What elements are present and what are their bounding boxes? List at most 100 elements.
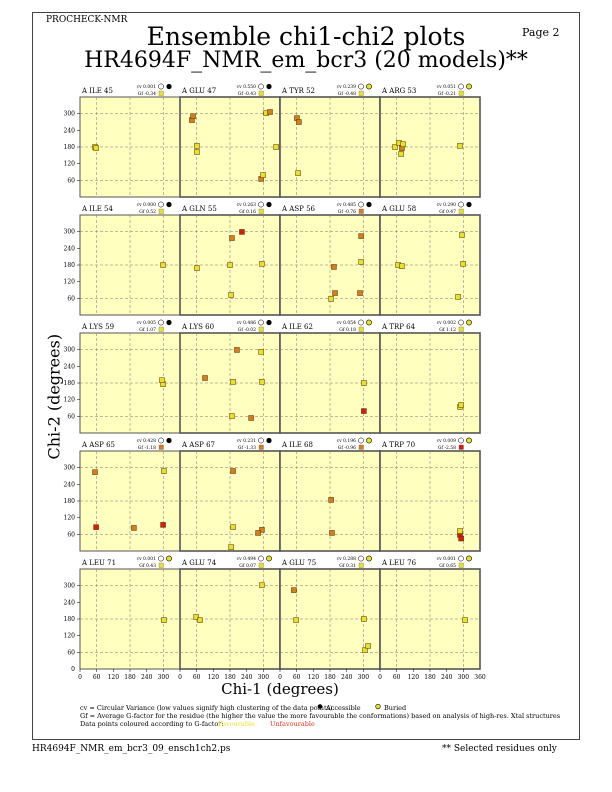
panel-a-ile-62 <box>279 332 381 434</box>
buried-legend-icon <box>375 703 381 710</box>
gf-color-square <box>158 326 164 332</box>
data-point <box>328 296 334 302</box>
gf-color-square <box>458 562 464 568</box>
data-point <box>332 290 338 296</box>
y-tick-label: 120 <box>64 161 76 168</box>
panel-label: A ILE 45 <box>81 87 113 95</box>
accessible-icon <box>266 201 272 208</box>
data-point <box>400 141 406 147</box>
y-tick-label: 300 <box>64 465 76 472</box>
gf-color-square <box>258 562 264 568</box>
data-point <box>234 347 240 353</box>
y-tick-label: 0 <box>71 666 75 673</box>
cv-value: cv 0.001 <box>137 84 157 90</box>
data-point <box>358 259 364 265</box>
x-tick-label: 180 <box>224 674 236 681</box>
x-tick-label: 60 <box>193 674 201 681</box>
panel-a-leu-76 <box>379 568 481 670</box>
y-tick-label: 180 <box>64 262 76 269</box>
y-tick-label: 300 <box>64 229 76 236</box>
buried-icon <box>466 555 472 562</box>
buried-icon <box>366 555 372 562</box>
panel-a-gln-55 <box>179 214 281 316</box>
buried-icon <box>466 437 472 444</box>
data-point <box>328 497 334 503</box>
circular-variance-icon <box>158 437 164 444</box>
gf-color-square <box>158 208 164 214</box>
x-tick-label: 240 <box>241 674 253 681</box>
data-point <box>239 229 245 235</box>
gf-color-square <box>258 326 264 332</box>
x-tick-label: 360 <box>474 674 486 681</box>
buried-icon <box>166 555 172 562</box>
data-point <box>248 415 254 421</box>
data-point <box>459 232 465 238</box>
data-point <box>194 149 200 155</box>
gf-value: Gf -0.76 <box>338 209 356 215</box>
x-tick-label: 300 <box>358 674 370 681</box>
x-tick-label: 120 <box>208 674 220 681</box>
program-name: PROCHECK-NMR <box>46 15 128 25</box>
y-tick-label: 180 <box>64 380 76 387</box>
cv-value: cv 0.001 <box>437 556 457 562</box>
panel-label: A GLU 58 <box>381 205 416 213</box>
x-tick-label: 120 <box>308 674 320 681</box>
panel-a-glu-58 <box>379 214 481 316</box>
x-axis-label: Chi-1 (degrees) <box>221 680 339 698</box>
panel-label: A TRP 64 <box>381 323 416 331</box>
data-point <box>259 527 265 533</box>
gf-value: Gf 0.07 <box>239 563 256 569</box>
gf-value: Gf 0.47 <box>439 209 456 215</box>
legend-favourable: Favourable <box>218 720 255 728</box>
data-point <box>398 151 404 157</box>
data-point <box>229 235 235 241</box>
legend-gf: Gf = Average G-factor for the residue (t… <box>80 712 561 720</box>
data-point <box>267 109 273 115</box>
panel-a-ile-68 <box>279 450 381 552</box>
data-point <box>392 144 398 150</box>
circular-variance-icon <box>458 201 464 208</box>
cv-value: cv 0.231 <box>237 438 257 444</box>
y-tick-label: 240 <box>64 599 76 606</box>
buried-icon <box>366 319 372 326</box>
panel-a-tyr-52 <box>279 96 381 198</box>
gf-color-square <box>458 326 464 332</box>
accessible-icon <box>266 319 272 326</box>
footer-note: ** Selected residues only <box>442 744 557 754</box>
circular-variance-icon <box>358 201 364 208</box>
x-tick-label: 0 <box>178 674 182 681</box>
gf-value: Gf -0.21 <box>438 91 456 97</box>
circular-variance-icon <box>158 555 164 562</box>
y-tick-label: 60 <box>67 413 75 420</box>
gf-color-square <box>358 562 364 568</box>
data-point <box>161 617 167 623</box>
legend-unfavourable: Unfavourable <box>270 720 315 728</box>
x-tick-label: 240 <box>341 674 353 681</box>
y-tick-label: 300 <box>64 347 76 354</box>
x-tick-label: 60 <box>293 674 301 681</box>
panel-a-trp-70 <box>379 450 481 552</box>
cv-value: cv 0.486 <box>237 320 257 326</box>
panel-label: A GLU 75 <box>281 559 316 567</box>
gf-color-square <box>158 90 164 96</box>
circular-variance-icon <box>258 555 264 562</box>
data-point <box>194 143 200 149</box>
data-point <box>159 377 165 383</box>
x-tick-label: 180 <box>424 674 436 681</box>
y-tick-label: 300 <box>64 583 76 590</box>
cv-value: cv 0.288 <box>337 556 357 562</box>
data-point <box>295 170 301 176</box>
panel-a-asp-67 <box>179 450 281 552</box>
legend-cv: cv = Circular Variance (low values signi… <box>80 704 335 712</box>
accessible-icon <box>466 201 472 208</box>
circular-variance-icon <box>158 83 164 90</box>
accessible-icon <box>266 437 272 444</box>
circular-variance-icon <box>358 437 364 444</box>
accessible-legend-icon <box>317 704 323 709</box>
data-point <box>361 380 367 386</box>
y-tick-label: 120 <box>64 633 76 640</box>
buried-icon <box>366 437 372 444</box>
panel-label: A TYR 52 <box>281 87 315 95</box>
data-point <box>357 290 363 296</box>
cv-value: cv 0.001 <box>137 556 157 562</box>
